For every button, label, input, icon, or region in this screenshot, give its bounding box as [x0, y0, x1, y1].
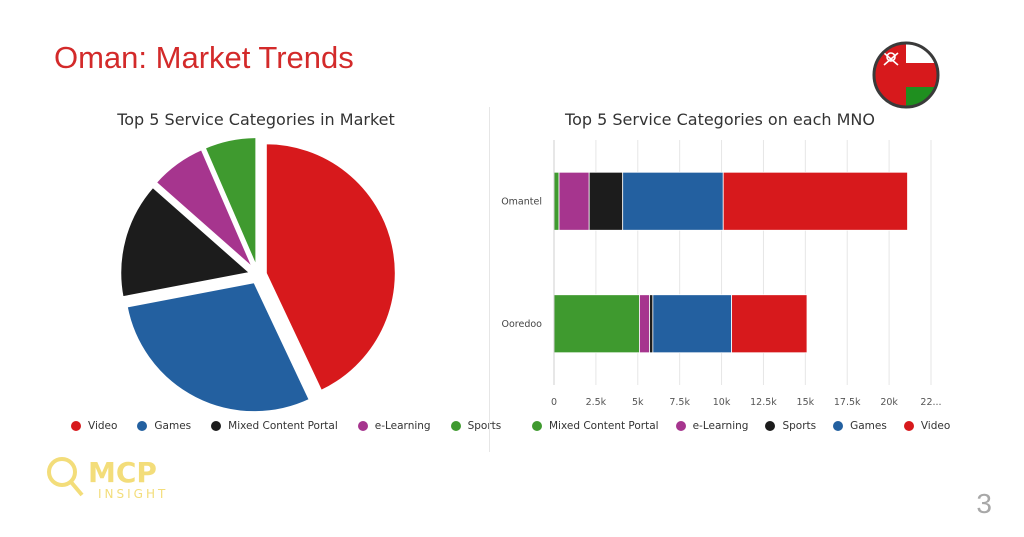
legend-label: e-Learning — [692, 420, 749, 432]
legend-label: Sports — [467, 420, 502, 432]
legend-label: e-Learning — [374, 420, 431, 432]
legend-item-mixed-content-portal[interactable]: Mixed Content Portal — [532, 420, 659, 432]
legend-swatch — [357, 421, 368, 431]
pie-chart — [119, 136, 397, 414]
legend-item-sports[interactable]: Sports — [765, 420, 816, 432]
legend-item-e-learning[interactable]: e-Learning — [357, 420, 431, 432]
x-tick-label: 12.5k — [750, 397, 777, 408]
x-tick-label: 15k — [797, 397, 815, 408]
legend-item-e-learning[interactable]: e-Learning — [675, 420, 749, 432]
pie-slice-mixed-content-portal[interactable] — [119, 185, 253, 299]
legend-swatch — [765, 421, 776, 431]
legend-label: Games — [850, 420, 887, 432]
x-tick-label: 7.5k — [669, 397, 690, 408]
legend-item-sports[interactable]: Sports — [450, 420, 502, 432]
bar-segment-ooredoo-mixed-content-portal[interactable] — [553, 294, 640, 354]
legend-item-video[interactable]: Video — [903, 420, 951, 432]
pie-chart-title: Top 5 Service Categories in Market — [117, 110, 395, 129]
legend-item-games[interactable]: Games — [833, 420, 887, 432]
oman-flag-icon — [872, 41, 940, 109]
legend-swatch — [675, 421, 686, 431]
x-tick-label: 2.5k — [586, 397, 607, 408]
mcp-insight-logo: MCP INSIGHT — [47, 456, 168, 501]
legend-item-games[interactable]: Games — [137, 420, 191, 432]
pie-slice-e-learning[interactable] — [154, 147, 255, 270]
bar-segment-omantel-video[interactable] — [722, 171, 908, 231]
bar-segment-omantel-games[interactable] — [622, 171, 724, 231]
bar-segment-omantel-mixed-content-portal[interactable] — [553, 171, 560, 231]
bar-segment-omantel-e-learning[interactable] — [558, 171, 590, 231]
legend-swatch — [903, 421, 914, 431]
bar-segment-ooredoo-sports[interactable] — [649, 294, 654, 354]
bar-segment-omantel-sports[interactable] — [588, 171, 624, 231]
pie-legend: Video Games Mixed Content Portal e-Learning… — [71, 420, 521, 432]
y-category-label: Omantel — [501, 196, 542, 207]
bar-segment-ooredoo-e-learning[interactable] — [639, 294, 650, 354]
legend-label: Games — [154, 420, 192, 432]
x-tick-label: 22... — [920, 397, 941, 408]
legend-label: Mixed Content Portal — [228, 420, 338, 432]
x-tick-label: 17.5k — [834, 397, 861, 408]
legend-label: Sports — [782, 420, 817, 432]
x-tick-label: 0 — [551, 397, 557, 408]
legend-label: Video — [88, 420, 118, 432]
chart-divider — [489, 107, 490, 452]
x-tick-label: 5k — [632, 397, 644, 408]
legend-swatch — [211, 421, 222, 431]
bar-segment-ooredoo-video[interactable] — [731, 294, 808, 354]
logo-subtitle: INSIGHT — [98, 487, 168, 501]
y-category-label: Ooredoo — [502, 319, 543, 330]
stacked-bar-chart: 0 2.5k 5k 7.5k 10k 12.5k 15k 17.5k 20k 22... Omant… — [501, 140, 942, 408]
bar-segment-ooredoo-games[interactable] — [652, 294, 733, 354]
legend-label: Mixed Content Portal — [549, 420, 659, 432]
legend-swatch — [532, 421, 542, 431]
legend-swatch — [450, 421, 461, 431]
pie-slice-sports[interactable] — [203, 136, 258, 268]
legend-item-video[interactable]: Video — [71, 420, 117, 432]
pie-slice-video[interactable] — [264, 142, 397, 393]
logo-wordmark: MCP — [88, 456, 157, 489]
legend-item-mixed-content-portal[interactable]: Mixed Content Portal — [211, 420, 338, 432]
bar-chart-title: Top 5 Service Categories on each MNO — [565, 110, 875, 129]
legend-swatch — [71, 421, 81, 431]
page-number: 3 — [976, 488, 992, 519]
x-tick-label: 20k — [880, 397, 898, 408]
pie-slice-games[interactable] — [125, 281, 312, 414]
legend-label: Video — [920, 420, 951, 432]
slide-title: Oman: Market Trends — [54, 40, 354, 75]
x-tick-label: 10k — [713, 397, 731, 408]
legend-swatch — [833, 421, 844, 431]
legend-swatch — [137, 421, 148, 431]
bar-legend: Mixed Content Portal e-Learning Sports Game… — [532, 420, 967, 432]
